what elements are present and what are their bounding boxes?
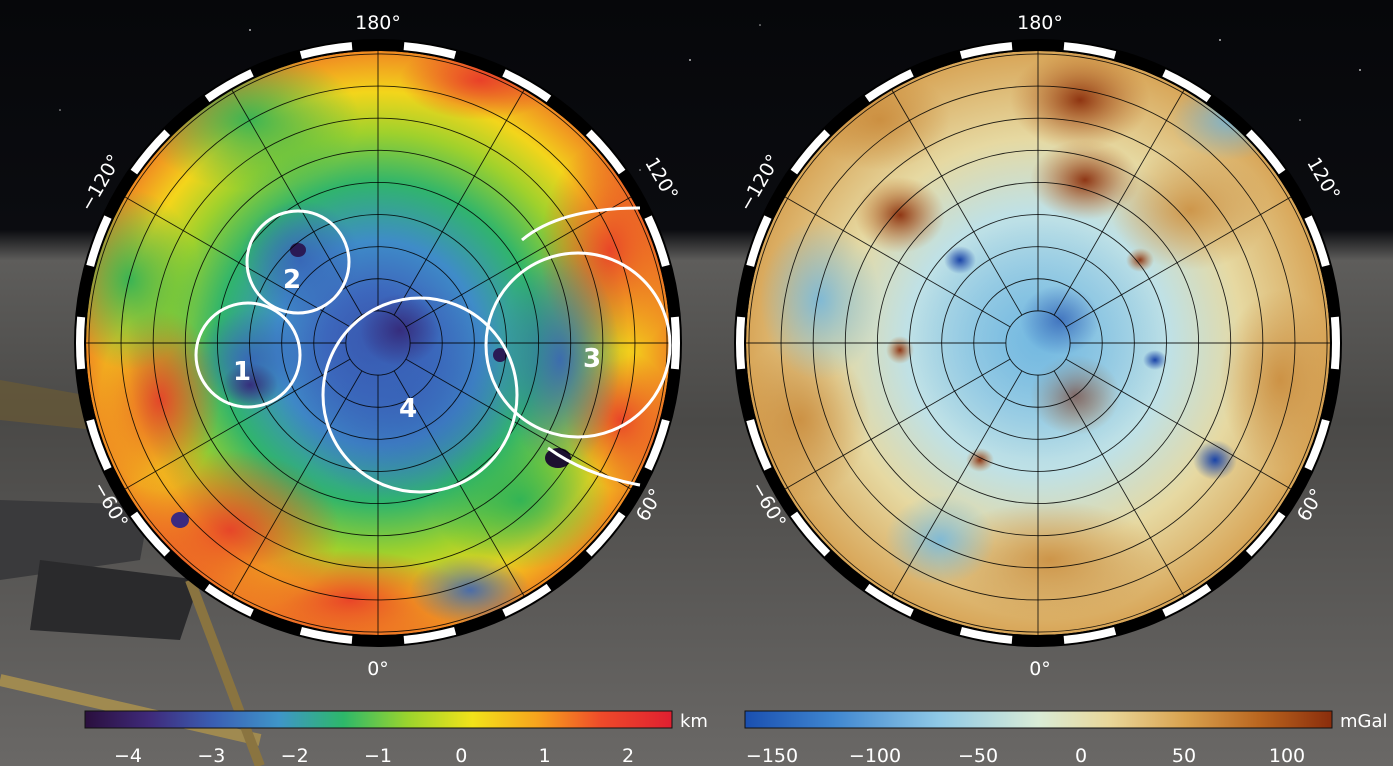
bezel-segment: [130, 129, 171, 175]
graticule-meridian: [784, 196, 1011, 328]
bezel-segment: [746, 215, 772, 267]
graticule-ring: [345, 310, 411, 376]
lon-label-0-left: 0°: [367, 658, 389, 680]
colorbar-tick-label: 2: [622, 745, 634, 766]
gravity-graticule: [746, 51, 1330, 635]
bezel-segment: [1304, 215, 1330, 267]
bezel-segment: [1245, 511, 1286, 557]
lon-label-180-left: 180°: [355, 12, 401, 34]
colorbar-tick-label: −4: [114, 745, 142, 766]
bezel-segment: [790, 511, 831, 557]
bezel-segment: [86, 215, 112, 267]
bezel-segment: [1162, 69, 1212, 103]
topography-map: 1 2 3 4 180° 0° −120° 120° −60° 60°: [74, 12, 682, 680]
graticule-meridian: [1065, 196, 1292, 328]
basin-label-3: 3: [583, 344, 601, 374]
graticule-meridian: [124, 196, 351, 328]
gravity-colorbar-ticks: −150 −100 −50 0 50 100: [746, 745, 1305, 766]
colorbar-tick-label: 0: [455, 745, 467, 766]
basin-circle-2: [245, 209, 351, 315]
bezel-segment: [644, 419, 670, 471]
lon-label-0-right: 0°: [1029, 658, 1051, 680]
basin-labels: 1 2 3 4: [233, 265, 601, 424]
gravity-colorbar-ramp: [744, 710, 1333, 729]
basin-label-1: 1: [233, 357, 251, 387]
bezel-segment: [75, 316, 86, 370]
graticule-meridian: [891, 89, 1023, 316]
bezel-segment: [403, 626, 457, 644]
bezel-segment: [502, 583, 552, 617]
colorbar-tick-label: −100: [849, 745, 901, 766]
colorbar-tick-label: 1: [539, 745, 551, 766]
graticule-meridian: [1065, 358, 1292, 490]
basin-outlines: [194, 206, 672, 494]
bezel-segment: [299, 42, 353, 60]
bezel-segment: [502, 69, 552, 103]
lon-label-180-right: 180°: [1017, 12, 1063, 34]
graticule-meridian: [405, 358, 632, 490]
bezel-segment: [1304, 419, 1330, 471]
colorbar-tick-label: −150: [746, 745, 798, 766]
graticule-meridian: [891, 370, 1023, 597]
graticule-meridian: [231, 370, 363, 597]
graticule-ring: [1005, 310, 1071, 376]
topography-graticule: [86, 51, 670, 635]
bezel-segment: [736, 316, 746, 370]
topography-colorbar-ramp: [84, 710, 673, 729]
basin-label-4: 4: [399, 394, 417, 424]
gravity-map-bezel: [736, 42, 1340, 644]
bezel-segment: [1063, 626, 1117, 644]
bezel-segment: [1063, 42, 1117, 60]
bezel-segment: [86, 419, 112, 471]
basin-label-2: 2: [283, 265, 301, 295]
bezel-segment: [1245, 129, 1286, 175]
bezel-segment: [585, 129, 626, 175]
colorbar-tick-label: −2: [281, 745, 309, 766]
basin-circle-3: [484, 251, 672, 439]
topography-relief: [86, 51, 670, 635]
bezel-segment: [204, 69, 254, 103]
bezel-segment: [864, 583, 914, 617]
bezel-segment: [204, 583, 254, 617]
colorbar-tick-label: 0: [1075, 745, 1087, 766]
colorbar-tick-label: −3: [197, 745, 225, 766]
bezel-segment: [959, 626, 1013, 644]
bezel-segment: [670, 316, 680, 370]
bezel-segment: [1162, 583, 1212, 617]
graticule-meridian: [784, 358, 1011, 490]
basin-circle-4: [321, 296, 519, 494]
graticule-meridian: [1053, 89, 1185, 316]
basin-circle-1: [194, 301, 302, 409]
gravity-colorbar-unit: mGal: [1340, 711, 1388, 732]
bezel-segment: [299, 626, 353, 644]
stars: [59, 24, 1361, 181]
graticule-meridian: [231, 89, 363, 316]
bezel-segment: [585, 511, 626, 557]
graticule-meridian: [124, 358, 351, 490]
colorbar-tick-label: 100: [1269, 745, 1305, 766]
bezel-segment: [790, 129, 831, 175]
bezel-segment: [1330, 316, 1340, 370]
topography-colorbar-ticks: −4 −3 −2 −1 0 1 2: [114, 745, 634, 766]
colorbar-tick-label: −50: [958, 745, 998, 766]
gravity-colorbar: mGal −150 −100 −50 0 50 100: [744, 710, 1388, 766]
bezel-segment: [403, 42, 457, 60]
basin-arc-large: [521, 206, 641, 487]
colorbar-tick-label: 50: [1172, 745, 1196, 766]
topography-colorbar: km −4 −3 −2 −1 0 1 2: [84, 710, 708, 766]
colorbar-tick-label: −1: [364, 745, 392, 766]
graticule-meridian: [405, 196, 632, 328]
graticule-meridian: [393, 89, 525, 316]
lander-structure: [0, 380, 265, 766]
bezel-segment: [746, 419, 772, 471]
topography-colorbar-unit: km: [680, 711, 708, 732]
topography-map-bezel: [75, 42, 680, 644]
bezel-segment: [959, 42, 1013, 60]
bezel-segment: [644, 215, 670, 267]
graticule-meridian: [1053, 370, 1185, 597]
bezel-segment: [864, 69, 914, 103]
bezel-segment: [130, 511, 171, 557]
